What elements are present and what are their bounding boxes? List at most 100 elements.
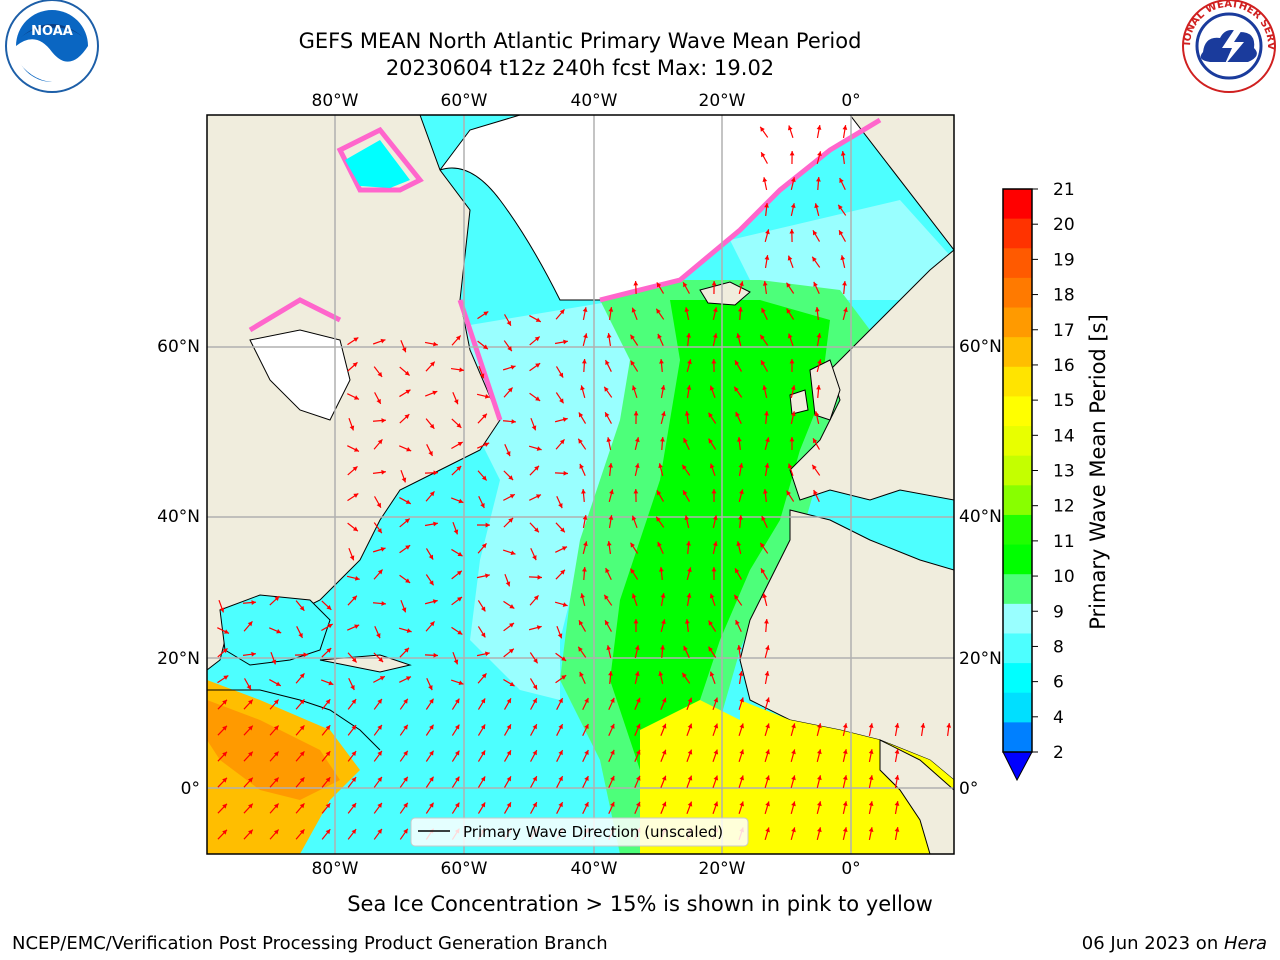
lon-tick-bottom: 40°W bbox=[571, 859, 618, 879]
colorbar-segment bbox=[1003, 485, 1032, 516]
ireland bbox=[789, 389, 809, 415]
wave-arrow-head bbox=[605, 412, 610, 418]
wave-arrow-head bbox=[273, 699, 279, 705]
wave-arrow-head bbox=[738, 671, 744, 676]
wave-arrow-head bbox=[506, 724, 511, 730]
wave-arrow-head bbox=[482, 413, 487, 419]
wave-arrow-head bbox=[562, 546, 568, 551]
wave-arrow-head bbox=[401, 347, 407, 353]
wave-arrow-head bbox=[816, 125, 822, 130]
wave-arrow-head bbox=[786, 490, 791, 496]
colorbar-tick-label: 15 bbox=[1053, 391, 1075, 411]
wave-arrow-head bbox=[736, 541, 742, 547]
colorbar-segment bbox=[1003, 426, 1032, 457]
wave-arrow-head bbox=[535, 317, 541, 322]
wave-arrow-head bbox=[222, 699, 227, 705]
wave-arrow-head bbox=[480, 776, 486, 782]
lon-tick-top: 80°W bbox=[312, 91, 359, 111]
africa-south-coast bbox=[740, 700, 954, 854]
lon-tick-top: 60°W bbox=[441, 91, 488, 111]
wave-arrow-head bbox=[765, 775, 770, 781]
wave-arrow-head bbox=[376, 398, 381, 404]
wave-arrow-head bbox=[455, 335, 461, 341]
wave-arrow-head bbox=[404, 647, 409, 653]
wave-arrow-head bbox=[813, 281, 818, 287]
wave-arrow-head bbox=[584, 801, 589, 807]
wave-arrow-head bbox=[507, 387, 513, 393]
wave-arrow-head bbox=[248, 751, 253, 757]
wave-arrow-head bbox=[484, 393, 490, 399]
wave-arrow-head bbox=[840, 151, 846, 156]
wave-arrow-head bbox=[661, 723, 667, 729]
wave-arrow-head bbox=[430, 361, 435, 367]
wave-arrow-head bbox=[764, 255, 770, 260]
wave-arrow-head bbox=[352, 526, 358, 532]
wave-arrow-head bbox=[660, 645, 665, 650]
wave-arrow-head bbox=[506, 750, 511, 756]
colorbar-segment bbox=[1003, 722, 1032, 753]
wave-arrow-head bbox=[510, 365, 516, 370]
wave-arrow-head bbox=[352, 595, 357, 601]
wave-arrow-head bbox=[761, 360, 766, 366]
lat-tick-right: 40°N bbox=[959, 507, 1002, 527]
wave-arrow-head bbox=[274, 596, 280, 601]
wave-arrow-head bbox=[817, 827, 822, 833]
wave-arrow-head bbox=[687, 567, 692, 573]
wave-arrow-head bbox=[563, 339, 568, 345]
wave-arrow-head bbox=[660, 437, 665, 442]
wave-arrow-head bbox=[458, 498, 464, 504]
wave-arrow-head bbox=[354, 624, 360, 629]
wave-arrow-head bbox=[535, 494, 541, 499]
wave-arrow-head bbox=[787, 463, 793, 469]
wave-arrow-head bbox=[405, 578, 411, 583]
wave-arrow-head bbox=[484, 573, 490, 579]
wave-arrow-head bbox=[558, 724, 563, 730]
wave-arrow-head bbox=[683, 645, 688, 651]
wave-arrow-head bbox=[299, 829, 305, 835]
wave-arrow-head bbox=[351, 725, 357, 731]
colorbar-tick-label: 2 bbox=[1053, 743, 1064, 763]
wave-arrow-head bbox=[325, 829, 331, 835]
wave-arrow-head bbox=[762, 385, 768, 391]
wave-arrow-head bbox=[708, 646, 713, 652]
colorbar-tick-label: 9 bbox=[1053, 602, 1064, 622]
wave-arrow-head bbox=[709, 385, 715, 391]
footer-right: 06 Jun 2023 on Hera bbox=[1082, 933, 1267, 954]
wave-arrow-head bbox=[457, 551, 463, 557]
wave-arrow-head bbox=[661, 749, 667, 755]
wave-arrow-head bbox=[562, 417, 568, 422]
wave-arrow-head bbox=[456, 570, 462, 576]
wave-arrow-head bbox=[711, 567, 717, 572]
wave-arrow-head bbox=[456, 423, 462, 428]
colorbar: 21 20 19 18 17 16 15 14 13 12 11 10 9 8 6 4 2 Primary Wa… bbox=[1002, 180, 1110, 782]
wave-arrow-head bbox=[868, 827, 874, 832]
wave-arrow-head bbox=[562, 602, 568, 607]
wave-arrow-head bbox=[354, 575, 360, 581]
wave-arrow-head bbox=[351, 803, 357, 809]
wave-arrow-head bbox=[765, 697, 770, 703]
wave-arrow-head bbox=[299, 803, 305, 809]
wave-arrow-head bbox=[378, 657, 384, 663]
wave-arrow-head bbox=[480, 750, 486, 756]
wave-arrow-head bbox=[381, 418, 386, 423]
wave-arrow-head bbox=[380, 547, 386, 552]
wave-arrow-head bbox=[789, 151, 795, 156]
wave-arrow-head bbox=[630, 542, 635, 548]
wave-arrow-head bbox=[734, 360, 740, 366]
wave-arrow-head bbox=[791, 749, 796, 755]
wave-arrow-head bbox=[760, 126, 765, 132]
wave-arrow-head bbox=[532, 555, 537, 561]
wave-arrow-head bbox=[633, 489, 639, 494]
wave-arrow-head bbox=[433, 521, 438, 527]
wave-arrow-head bbox=[377, 528, 382, 534]
colorbar-segment bbox=[1003, 663, 1032, 694]
wave-arrow-head bbox=[559, 439, 565, 445]
wave-arrow-head bbox=[406, 628, 412, 633]
colorbar-segment bbox=[1003, 337, 1032, 368]
wave-arrow-head bbox=[634, 645, 640, 651]
wave-arrow-head bbox=[813, 489, 818, 495]
wave-arrow-head bbox=[479, 373, 485, 379]
wave-arrow-head bbox=[682, 672, 687, 678]
colorbar-tick-label: 16 bbox=[1053, 356, 1075, 376]
wave-arrow-head bbox=[894, 775, 900, 780]
